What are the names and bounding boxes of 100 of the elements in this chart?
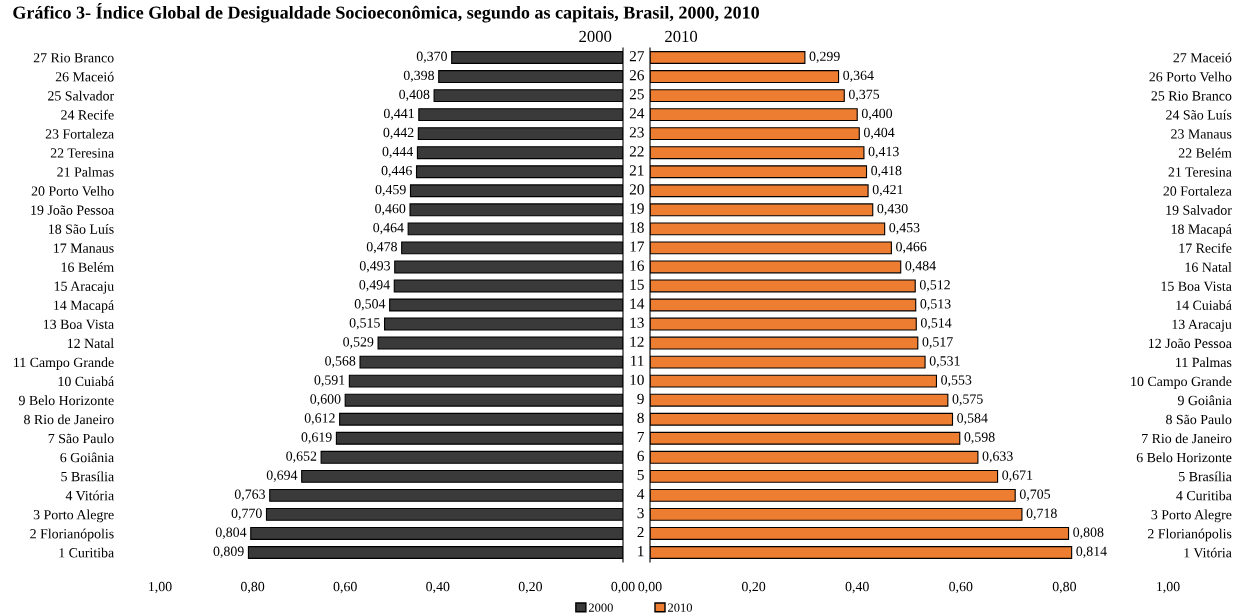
legend-label: 2000 bbox=[588, 603, 613, 612]
data-label: 0,494 bbox=[359, 280, 390, 292]
chart-title: Gráfico 3- Índice Global de Desigualdade Socioeconômica, segundo as capitais, Brasil, 2000, 2010 bbox=[13, 3, 759, 23]
y-tick-label: 19 João Pessoa bbox=[31, 205, 114, 215]
x-tick-label: 0,40 bbox=[845, 581, 869, 594]
text: 13 bbox=[630, 317, 644, 328]
y-tick-label: 14 Macapá bbox=[54, 300, 114, 313]
text: 25 bbox=[629, 89, 644, 100]
data-label: 0,515 bbox=[349, 318, 380, 330]
x-tick-label: 0,40 bbox=[426, 581, 450, 594]
data-label: 0,466 bbox=[896, 241, 927, 254]
data-label: 0,446 bbox=[381, 165, 412, 178]
y-tick-label: 13 Aracaju bbox=[1172, 319, 1232, 332]
y-tick-label: 20 Fortaleza bbox=[1163, 185, 1232, 196]
y-tick-label: 18 Macapá bbox=[1171, 224, 1232, 237]
data-label: 0,493 bbox=[359, 261, 391, 273]
x-tick-label: 1,00 bbox=[1157, 581, 1180, 594]
y-tick-label: 9 Belo Horizonte bbox=[18, 395, 114, 406]
data-label: 0,808 bbox=[1073, 527, 1104, 539]
text: 17 bbox=[630, 241, 645, 252]
data-label: 0,529 bbox=[343, 337, 374, 349]
data-label: 0,453 bbox=[889, 222, 920, 235]
text: 22 bbox=[629, 146, 644, 157]
y-tick-label: 25 Salvador bbox=[48, 90, 115, 101]
y-tick-label: 23 Manaus bbox=[1171, 129, 1232, 139]
text: 9 bbox=[637, 393, 644, 405]
data-label: 0,598 bbox=[964, 432, 995, 444]
y-tick-label: 27 Maceió bbox=[1173, 52, 1232, 63]
text: 3 bbox=[637, 507, 644, 519]
data-label: 0,460 bbox=[375, 203, 406, 216]
y-tick-label: 13 Boa Vista bbox=[43, 319, 114, 330]
data-label: 0,504 bbox=[354, 299, 386, 311]
text: 27 bbox=[629, 51, 645, 62]
x-tick-label: 0,60 bbox=[949, 581, 973, 594]
legend-label: 2010 bbox=[668, 603, 693, 612]
data-label: 0,464 bbox=[373, 222, 404, 235]
x-tick-label: 0,80 bbox=[240, 581, 265, 594]
y-tick-label: 22 Teresina bbox=[50, 148, 114, 158]
text: 15 bbox=[630, 279, 644, 290]
x-tick-label: 0,00 bbox=[638, 581, 662, 594]
text: 21 bbox=[629, 165, 644, 176]
data-label: 0,441 bbox=[383, 108, 414, 121]
data-label: 0,478 bbox=[366, 241, 397, 254]
y-tick-label: 1 Vitória bbox=[1184, 547, 1232, 558]
y-tick-label: 27 Rio Branco bbox=[33, 53, 114, 63]
text: 2 1 bbox=[637, 527, 644, 557]
y-tick-label: 5 Brasília bbox=[61, 471, 114, 482]
data-label: 0,512 bbox=[919, 280, 950, 292]
data-label: 0,705 bbox=[1019, 489, 1051, 501]
data-label: 0,514 bbox=[920, 318, 952, 330]
y-tick-label: 7 São Paulo bbox=[48, 433, 114, 444]
y-tick-label: 17 Manaus bbox=[54, 243, 114, 253]
data-label: 0,517 bbox=[922, 337, 953, 349]
data-label: 0,804 bbox=[215, 527, 247, 539]
data-label: 0,364 bbox=[843, 70, 874, 83]
y-tick-label: 17 Recife bbox=[1179, 242, 1232, 253]
data-label: 0,770 bbox=[231, 508, 262, 520]
y-tick-label: 8 Rio de Janeiro bbox=[24, 414, 114, 425]
y-tick-label: 14 Cuiabá bbox=[1176, 300, 1232, 310]
y-tick-label: 23 Fortaleza bbox=[45, 128, 114, 139]
x-tick-label: 0,80 bbox=[1052, 581, 1077, 594]
y-tick-label: 16 Belém bbox=[61, 262, 114, 272]
data-label: 0,404 bbox=[863, 127, 895, 140]
chart-subtitle: 2010 bbox=[665, 30, 698, 43]
y-tick-label: 25 Rio Branco bbox=[1151, 91, 1232, 101]
data-label: 0,584 bbox=[957, 413, 988, 425]
x-tick-label: 0,60 bbox=[333, 581, 357, 594]
data-label: 0,694 bbox=[266, 470, 298, 482]
data-label: 0,444 bbox=[382, 146, 414, 159]
y-tick-label: 8 São Paulo bbox=[1166, 414, 1232, 425]
y-tick-label: 22 Belém bbox=[1178, 147, 1232, 158]
data-label: 0,809 bbox=[213, 546, 244, 558]
text: 23 bbox=[629, 127, 644, 138]
data-label: 0,633 bbox=[982, 451, 1013, 463]
y-tick-label: 6 Goiânia bbox=[60, 452, 114, 463]
data-label: 0,763 bbox=[234, 489, 266, 501]
y-tick-label: 5 Brasília bbox=[1179, 471, 1232, 482]
y-tick-label: 24 São Luís bbox=[1166, 109, 1232, 120]
y-tick-label: 15 Boa Vista bbox=[1161, 281, 1232, 291]
x-tick-label: 0,20 bbox=[741, 581, 766, 594]
data-label: 0,718 bbox=[1026, 508, 1057, 520]
y-tick-label: 21 Palmas bbox=[57, 166, 114, 177]
data-label: 0,671 bbox=[1002, 470, 1033, 482]
y-tick-label: 10 Campo Grande bbox=[1131, 376, 1232, 389]
y-tick-label: 6 Belo Horizonte bbox=[1136, 452, 1232, 463]
text: 16 bbox=[630, 260, 644, 271]
text: 19 bbox=[630, 203, 644, 214]
data-label: 0,400 bbox=[861, 108, 893, 121]
text: 4 bbox=[637, 488, 645, 500]
text: 18 bbox=[630, 222, 644, 233]
y-tick-label: 26 Maceió bbox=[55, 71, 114, 82]
text: 14 bbox=[630, 298, 645, 309]
x-tick-label: 0,00 bbox=[611, 581, 635, 594]
y-tick-label: 18 São Luís bbox=[49, 224, 114, 234]
data-label: 0,652 bbox=[286, 451, 317, 463]
text: 24 bbox=[629, 108, 645, 119]
text: 26 bbox=[629, 70, 644, 81]
y-tick-label: 12 João Pessoa bbox=[1149, 338, 1232, 349]
text: 8 bbox=[637, 412, 644, 424]
data-label: 0,459 bbox=[375, 184, 406, 197]
